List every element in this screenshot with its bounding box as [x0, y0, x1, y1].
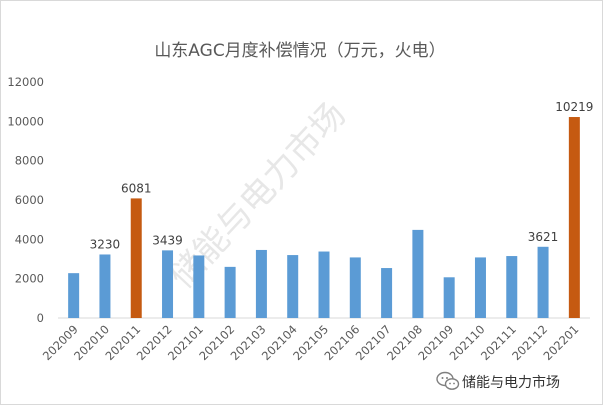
y-axis: 0 2000 4000 6000 8000 10000 12000 [7, 75, 44, 325]
y-tick-label: 2000 [15, 272, 44, 286]
bar-202109 [443, 277, 455, 318]
bar-202105 [318, 251, 330, 318]
data-label-202201: 10219 [555, 100, 593, 114]
bar-202103 [255, 249, 267, 318]
y-tick-label: 6000 [15, 193, 44, 207]
bar-202104 [287, 255, 299, 318]
bar-202201 [568, 117, 580, 318]
data-label-202012: 3439 [152, 233, 183, 247]
wechat-icon [436, 371, 460, 390]
bar-202012 [162, 250, 174, 318]
bars [68, 117, 580, 318]
bar-202102 [224, 266, 236, 318]
y-tick-label: 0 [37, 311, 44, 325]
data-label-202010: 3230 [90, 237, 121, 251]
footer-account-name: 储能与电力市场 [462, 374, 560, 391]
y-tick-label: 8000 [15, 154, 44, 168]
bar-202009 [68, 273, 80, 318]
x-axis: 2020092020102020112020122021012021022021… [40, 322, 582, 363]
bar-202101 [193, 255, 205, 318]
y-tick-label: 12000 [7, 75, 44, 89]
chart-title: 山东AGC月度补偿情况（万元，火电） [154, 41, 445, 61]
y-tick-label: 4000 [15, 232, 44, 246]
bar-202110 [474, 257, 486, 318]
footer: 储能与电力市场 [436, 371, 560, 391]
data-labels: 3230 6081 3439 3621 10219 [90, 100, 594, 251]
bar-202112 [537, 246, 549, 318]
bar-202011 [130, 198, 142, 318]
bar-202107 [381, 268, 393, 318]
data-label-202112: 3621 [528, 230, 559, 244]
bar-202010 [99, 254, 111, 318]
data-label-202011: 6081 [121, 181, 152, 195]
y-tick-label: 10000 [7, 114, 44, 128]
bar-202111 [506, 256, 518, 318]
bar-202106 [349, 257, 361, 318]
x-tick-label: 202201 [541, 322, 582, 363]
bar-202108 [412, 229, 424, 318]
